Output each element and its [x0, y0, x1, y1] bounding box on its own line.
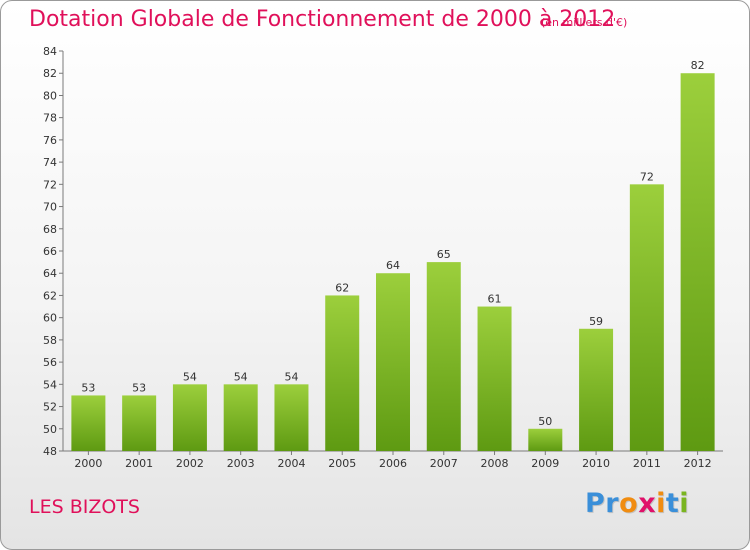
x-tick-label: 2012 — [684, 457, 712, 470]
bar — [122, 395, 157, 451]
bar-value-label: 64 — [386, 259, 400, 272]
chart-axes: 48 50 52 54 56 58 60 62 64 66 68 70 72 74 76 78 80 82 84 20… — [43, 45, 723, 470]
bar-value-label: 54 — [234, 370, 248, 383]
logo-letter: t — [665, 488, 680, 519]
y-tick-label: 58 — [43, 334, 57, 347]
bar — [629, 184, 664, 452]
bar-value-label: 53 — [132, 381, 146, 394]
x-tick-label: 2009 — [531, 457, 559, 470]
y-tick-label: 82 — [43, 67, 57, 80]
y-tick-label: 76 — [43, 134, 57, 147]
bar — [376, 273, 410, 451]
bar-series: 53 53 54 54 54 62 64 65 61 50 59 72 82 — [71, 59, 715, 452]
logo-letter: r — [605, 488, 620, 519]
y-tick-label: 84 — [43, 45, 57, 58]
commune-name: LES BIZOTS — [29, 496, 140, 518]
bar-value-label: 53 — [81, 381, 95, 394]
bar — [528, 428, 563, 451]
x-tick-label: 2001 — [125, 457, 153, 470]
bar-value-label: 59 — [589, 315, 603, 328]
x-tick-label: 2003 — [227, 457, 255, 470]
y-tick-label: 50 — [43, 423, 57, 436]
x-tick-label: 2010 — [582, 457, 610, 470]
logo-letter: x — [638, 488, 657, 519]
x-tick-label: 2004 — [277, 457, 305, 470]
bar-value-label: 50 — [538, 415, 552, 428]
bar — [426, 262, 461, 451]
y-tick-label: 52 — [43, 401, 57, 414]
chart-unit-label: (en milliers d'€) — [541, 16, 628, 29]
x-tick-label: 2000 — [74, 457, 102, 470]
x-tick-label: 2005 — [328, 457, 356, 470]
bar-value-label: 54 — [183, 370, 197, 383]
logo-letter: i — [679, 488, 690, 519]
y-tick-label: 72 — [43, 178, 57, 191]
bar-value-label: 62 — [335, 281, 349, 294]
bar — [274, 384, 309, 451]
x-tick-label: 2007 — [430, 457, 458, 470]
y-tick-label: 54 — [43, 378, 57, 391]
proxiti-logo[interactable]: Proxiti — [585, 488, 689, 519]
bar-value-label: 72 — [640, 170, 654, 183]
bar-value-label: 65 — [437, 248, 451, 261]
y-tick-label: 62 — [43, 289, 57, 302]
x-tick-label: 2008 — [481, 457, 509, 470]
x-tick-label: 2002 — [176, 457, 204, 470]
bar — [477, 306, 512, 451]
bar-value-label: 61 — [488, 293, 502, 306]
y-tick-label: 60 — [43, 312, 57, 325]
y-tick-label: 64 — [43, 267, 57, 280]
bar — [325, 295, 360, 451]
y-tick-label: 56 — [43, 356, 57, 369]
bar — [680, 73, 715, 451]
y-tick-label: 80 — [43, 89, 57, 102]
bar — [172, 384, 207, 451]
x-tick-label: 2011 — [633, 457, 661, 470]
y-tick-label: 66 — [43, 245, 57, 258]
logo-letter: o — [619, 488, 639, 519]
y-tick-label: 68 — [43, 223, 57, 236]
y-tick-label: 70 — [43, 201, 57, 214]
bar — [223, 384, 258, 451]
chart-title: Dotation Globale de Fonctionnement de 20… — [29, 7, 616, 32]
bar — [71, 395, 106, 451]
logo-letter: P — [585, 488, 606, 519]
bar-value-label: 54 — [284, 370, 298, 383]
bar — [579, 328, 614, 451]
y-tick-label: 48 — [43, 445, 57, 458]
bar-value-label: 82 — [691, 59, 705, 72]
logo-letter: i — [656, 488, 666, 519]
x-tick-label: 2006 — [379, 457, 407, 470]
y-tick-label: 78 — [43, 112, 57, 125]
y-tick-label: 74 — [43, 156, 57, 169]
